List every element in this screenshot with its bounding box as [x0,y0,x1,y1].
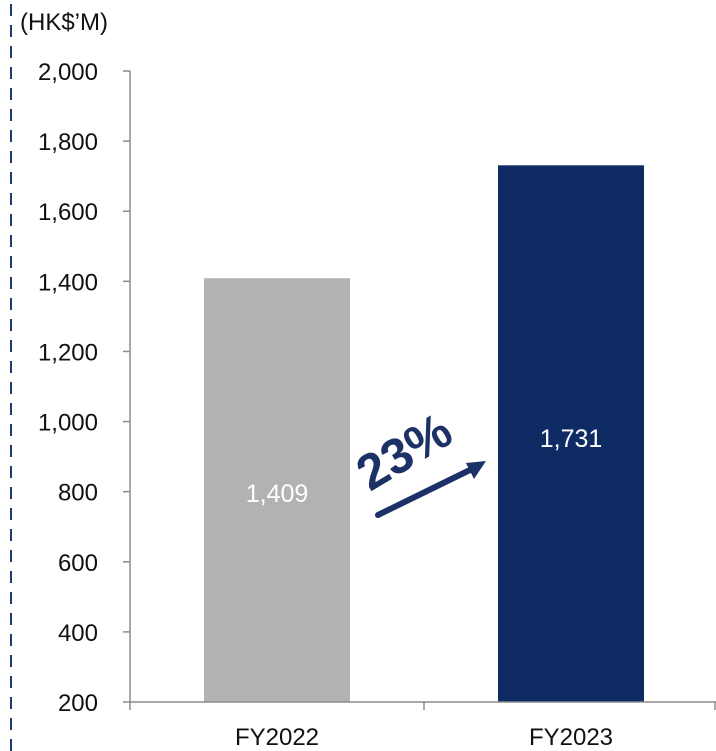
y-tick-label: 1,200 [38,339,98,366]
unit-label: (HK$’M) [20,9,108,36]
bar-data-label: 1,409 [246,480,309,508]
y-tick-label: 1,400 [38,269,98,296]
growth-arrow-head [466,461,486,479]
growth-arrow-line [375,465,477,518]
growth-annotation: 23% [347,402,486,518]
x-tick-label: FY2022 [235,724,319,751]
y-tick-label: 1,800 [38,129,98,156]
y-tick-label: 2,000 [38,59,98,86]
growth-percent-label: 23% [347,402,462,502]
bar-data-label: 1,731 [540,425,603,453]
axes-layer: 200 400 600 800 1,000 1,200 1,400 1,600 1,800 2,0… [38,59,716,751]
y-tick-label: 200 [58,690,98,717]
y-tick-label: 800 [58,480,98,507]
y-tick-label: 1,000 [38,410,98,437]
y-tick-label: 400 [58,620,98,647]
bar-fy2023 [498,165,644,702]
bars-layer [204,165,644,702]
y-tick-label: 600 [58,550,98,577]
x-tick-label: FY2023 [529,724,613,751]
labels-layer: 1,409 1,731 [246,425,603,508]
bar-fy2022 [204,278,350,702]
y-tick-label: 1,600 [38,199,98,226]
